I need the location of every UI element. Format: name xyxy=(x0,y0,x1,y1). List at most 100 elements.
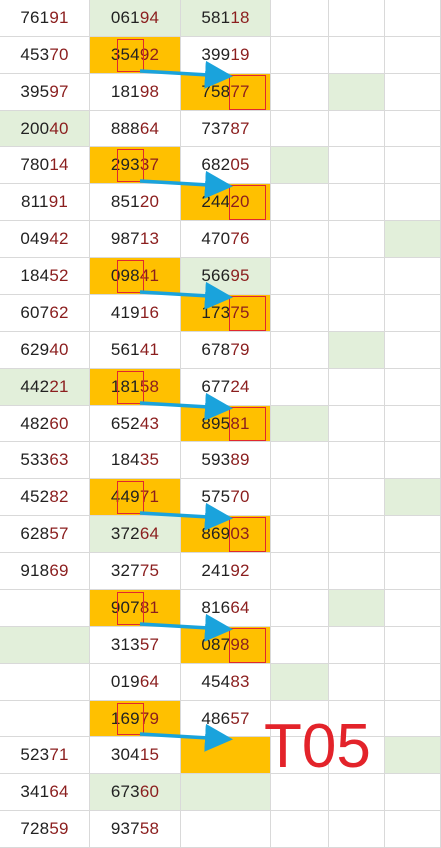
grid-cell[interactable]: 244 20 xyxy=(181,184,271,221)
grid-cell[interactable]: 453 70 xyxy=(0,37,90,74)
grid-cell[interactable]: 816 64 xyxy=(181,590,271,627)
grid-cell[interactable] xyxy=(329,737,385,774)
grid-cell[interactable] xyxy=(385,332,441,369)
grid-cell[interactable] xyxy=(329,369,385,406)
grid-cell[interactable] xyxy=(181,774,271,811)
grid-cell[interactable] xyxy=(385,701,441,737)
grid-cell[interactable]: 566 95 xyxy=(181,258,271,295)
grid-cell[interactable]: 918 69 xyxy=(0,553,90,590)
grid-cell[interactable]: 442 21 xyxy=(0,369,90,406)
grid-cell[interactable]: 888 64 xyxy=(90,111,181,147)
grid-cell[interactable] xyxy=(329,0,385,37)
grid-cell[interactable]: 677 24 xyxy=(181,369,271,406)
grid-cell[interactable] xyxy=(271,553,329,590)
grid-cell[interactable] xyxy=(385,111,441,147)
grid-cell[interactable]: 607 62 xyxy=(0,295,90,332)
grid-cell[interactable] xyxy=(385,737,441,774)
grid-cell[interactable]: 482 60 xyxy=(0,406,90,442)
grid-cell[interactable]: 372 64 xyxy=(90,516,181,553)
grid-cell[interactable]: 737 87 xyxy=(181,111,271,147)
grid-cell[interactable]: 628 57 xyxy=(0,516,90,553)
grid-cell[interactable]: 937 58 xyxy=(90,811,181,848)
grid-cell[interactable] xyxy=(329,811,385,848)
grid-cell[interactable]: 851 20 xyxy=(90,184,181,221)
grid-cell[interactable] xyxy=(385,406,441,442)
grid-cell[interactable] xyxy=(0,664,90,701)
grid-cell[interactable]: 354 92 xyxy=(90,37,181,74)
grid-cell[interactable] xyxy=(271,774,329,811)
grid-cell[interactable]: 869 03 xyxy=(181,516,271,553)
grid-cell[interactable]: 682 05 xyxy=(181,147,271,184)
grid-cell[interactable] xyxy=(329,184,385,221)
grid-cell[interactable] xyxy=(329,406,385,442)
grid-cell[interactable] xyxy=(385,590,441,627)
grid-cell[interactable]: 761 91 xyxy=(0,0,90,37)
grid-cell[interactable] xyxy=(271,590,329,627)
grid-cell[interactable] xyxy=(271,184,329,221)
grid-cell[interactable] xyxy=(271,221,329,258)
grid-cell[interactable]: 313 57 xyxy=(90,627,181,664)
grid-cell[interactable] xyxy=(271,479,329,516)
grid-cell[interactable]: 049 42 xyxy=(0,221,90,258)
grid-cell[interactable] xyxy=(329,664,385,701)
grid-cell[interactable] xyxy=(271,332,329,369)
grid-cell[interactable] xyxy=(385,811,441,848)
grid-cell[interactable] xyxy=(0,590,90,627)
grid-cell[interactable]: 327 75 xyxy=(90,553,181,590)
grid-cell[interactable] xyxy=(385,184,441,221)
grid-cell[interactable] xyxy=(271,74,329,111)
grid-cell[interactable]: 449 71 xyxy=(90,479,181,516)
grid-cell[interactable]: 811 91 xyxy=(0,184,90,221)
grid-cell[interactable] xyxy=(329,590,385,627)
grid-cell[interactable]: 593 89 xyxy=(181,442,271,479)
grid-cell[interactable] xyxy=(181,737,271,774)
grid-cell[interactable] xyxy=(271,295,329,332)
grid-cell[interactable] xyxy=(329,295,385,332)
grid-cell[interactable] xyxy=(385,0,441,37)
grid-cell[interactable] xyxy=(271,664,329,701)
grid-cell[interactable] xyxy=(271,701,329,737)
grid-cell[interactable]: 895 81 xyxy=(181,406,271,442)
grid-cell[interactable] xyxy=(329,74,385,111)
grid-cell[interactable] xyxy=(385,479,441,516)
grid-cell[interactable] xyxy=(271,737,329,774)
grid-cell[interactable] xyxy=(271,0,329,37)
grid-cell[interactable]: 241 92 xyxy=(181,553,271,590)
grid-cell[interactable]: 173 75 xyxy=(181,295,271,332)
grid-cell[interactable] xyxy=(271,37,329,74)
grid-cell[interactable]: 019 64 xyxy=(90,664,181,701)
grid-cell[interactable] xyxy=(385,221,441,258)
grid-cell[interactable]: 652 43 xyxy=(90,406,181,442)
grid-cell[interactable] xyxy=(385,369,441,406)
grid-cell[interactable] xyxy=(181,811,271,848)
grid-cell[interactable]: 184 52 xyxy=(0,258,90,295)
grid-cell[interactable]: 758 77 xyxy=(181,74,271,111)
grid-cell[interactable]: 907 81 xyxy=(90,590,181,627)
grid-cell[interactable]: 169 79 xyxy=(90,701,181,737)
grid-cell[interactable] xyxy=(271,627,329,664)
grid-cell[interactable]: 184 35 xyxy=(90,442,181,479)
grid-cell[interactable]: 629 40 xyxy=(0,332,90,369)
grid-cell[interactable]: 399 19 xyxy=(181,37,271,74)
grid-cell[interactable]: 452 82 xyxy=(0,479,90,516)
grid-cell[interactable] xyxy=(329,516,385,553)
grid-cell[interactable]: 678 79 xyxy=(181,332,271,369)
grid-cell[interactable] xyxy=(329,701,385,737)
grid-cell[interactable]: 561 41 xyxy=(90,332,181,369)
grid-cell[interactable] xyxy=(385,516,441,553)
grid-cell[interactable] xyxy=(271,111,329,147)
grid-cell[interactable]: 987 13 xyxy=(90,221,181,258)
grid-cell[interactable] xyxy=(329,479,385,516)
grid-cell[interactable] xyxy=(271,442,329,479)
grid-cell[interactable]: 454 83 xyxy=(181,664,271,701)
grid-cell[interactable]: 523 71 xyxy=(0,737,90,774)
grid-cell[interactable]: 061 94 xyxy=(90,0,181,37)
grid-cell[interactable]: 293 37 xyxy=(90,147,181,184)
grid-cell[interactable]: 575 70 xyxy=(181,479,271,516)
grid-cell[interactable] xyxy=(271,147,329,184)
grid-cell[interactable]: 486 57 xyxy=(181,701,271,737)
grid-cell[interactable] xyxy=(271,258,329,295)
grid-cell[interactable] xyxy=(271,811,329,848)
grid-cell[interactable]: 419 16 xyxy=(90,295,181,332)
grid-cell[interactable] xyxy=(385,147,441,184)
